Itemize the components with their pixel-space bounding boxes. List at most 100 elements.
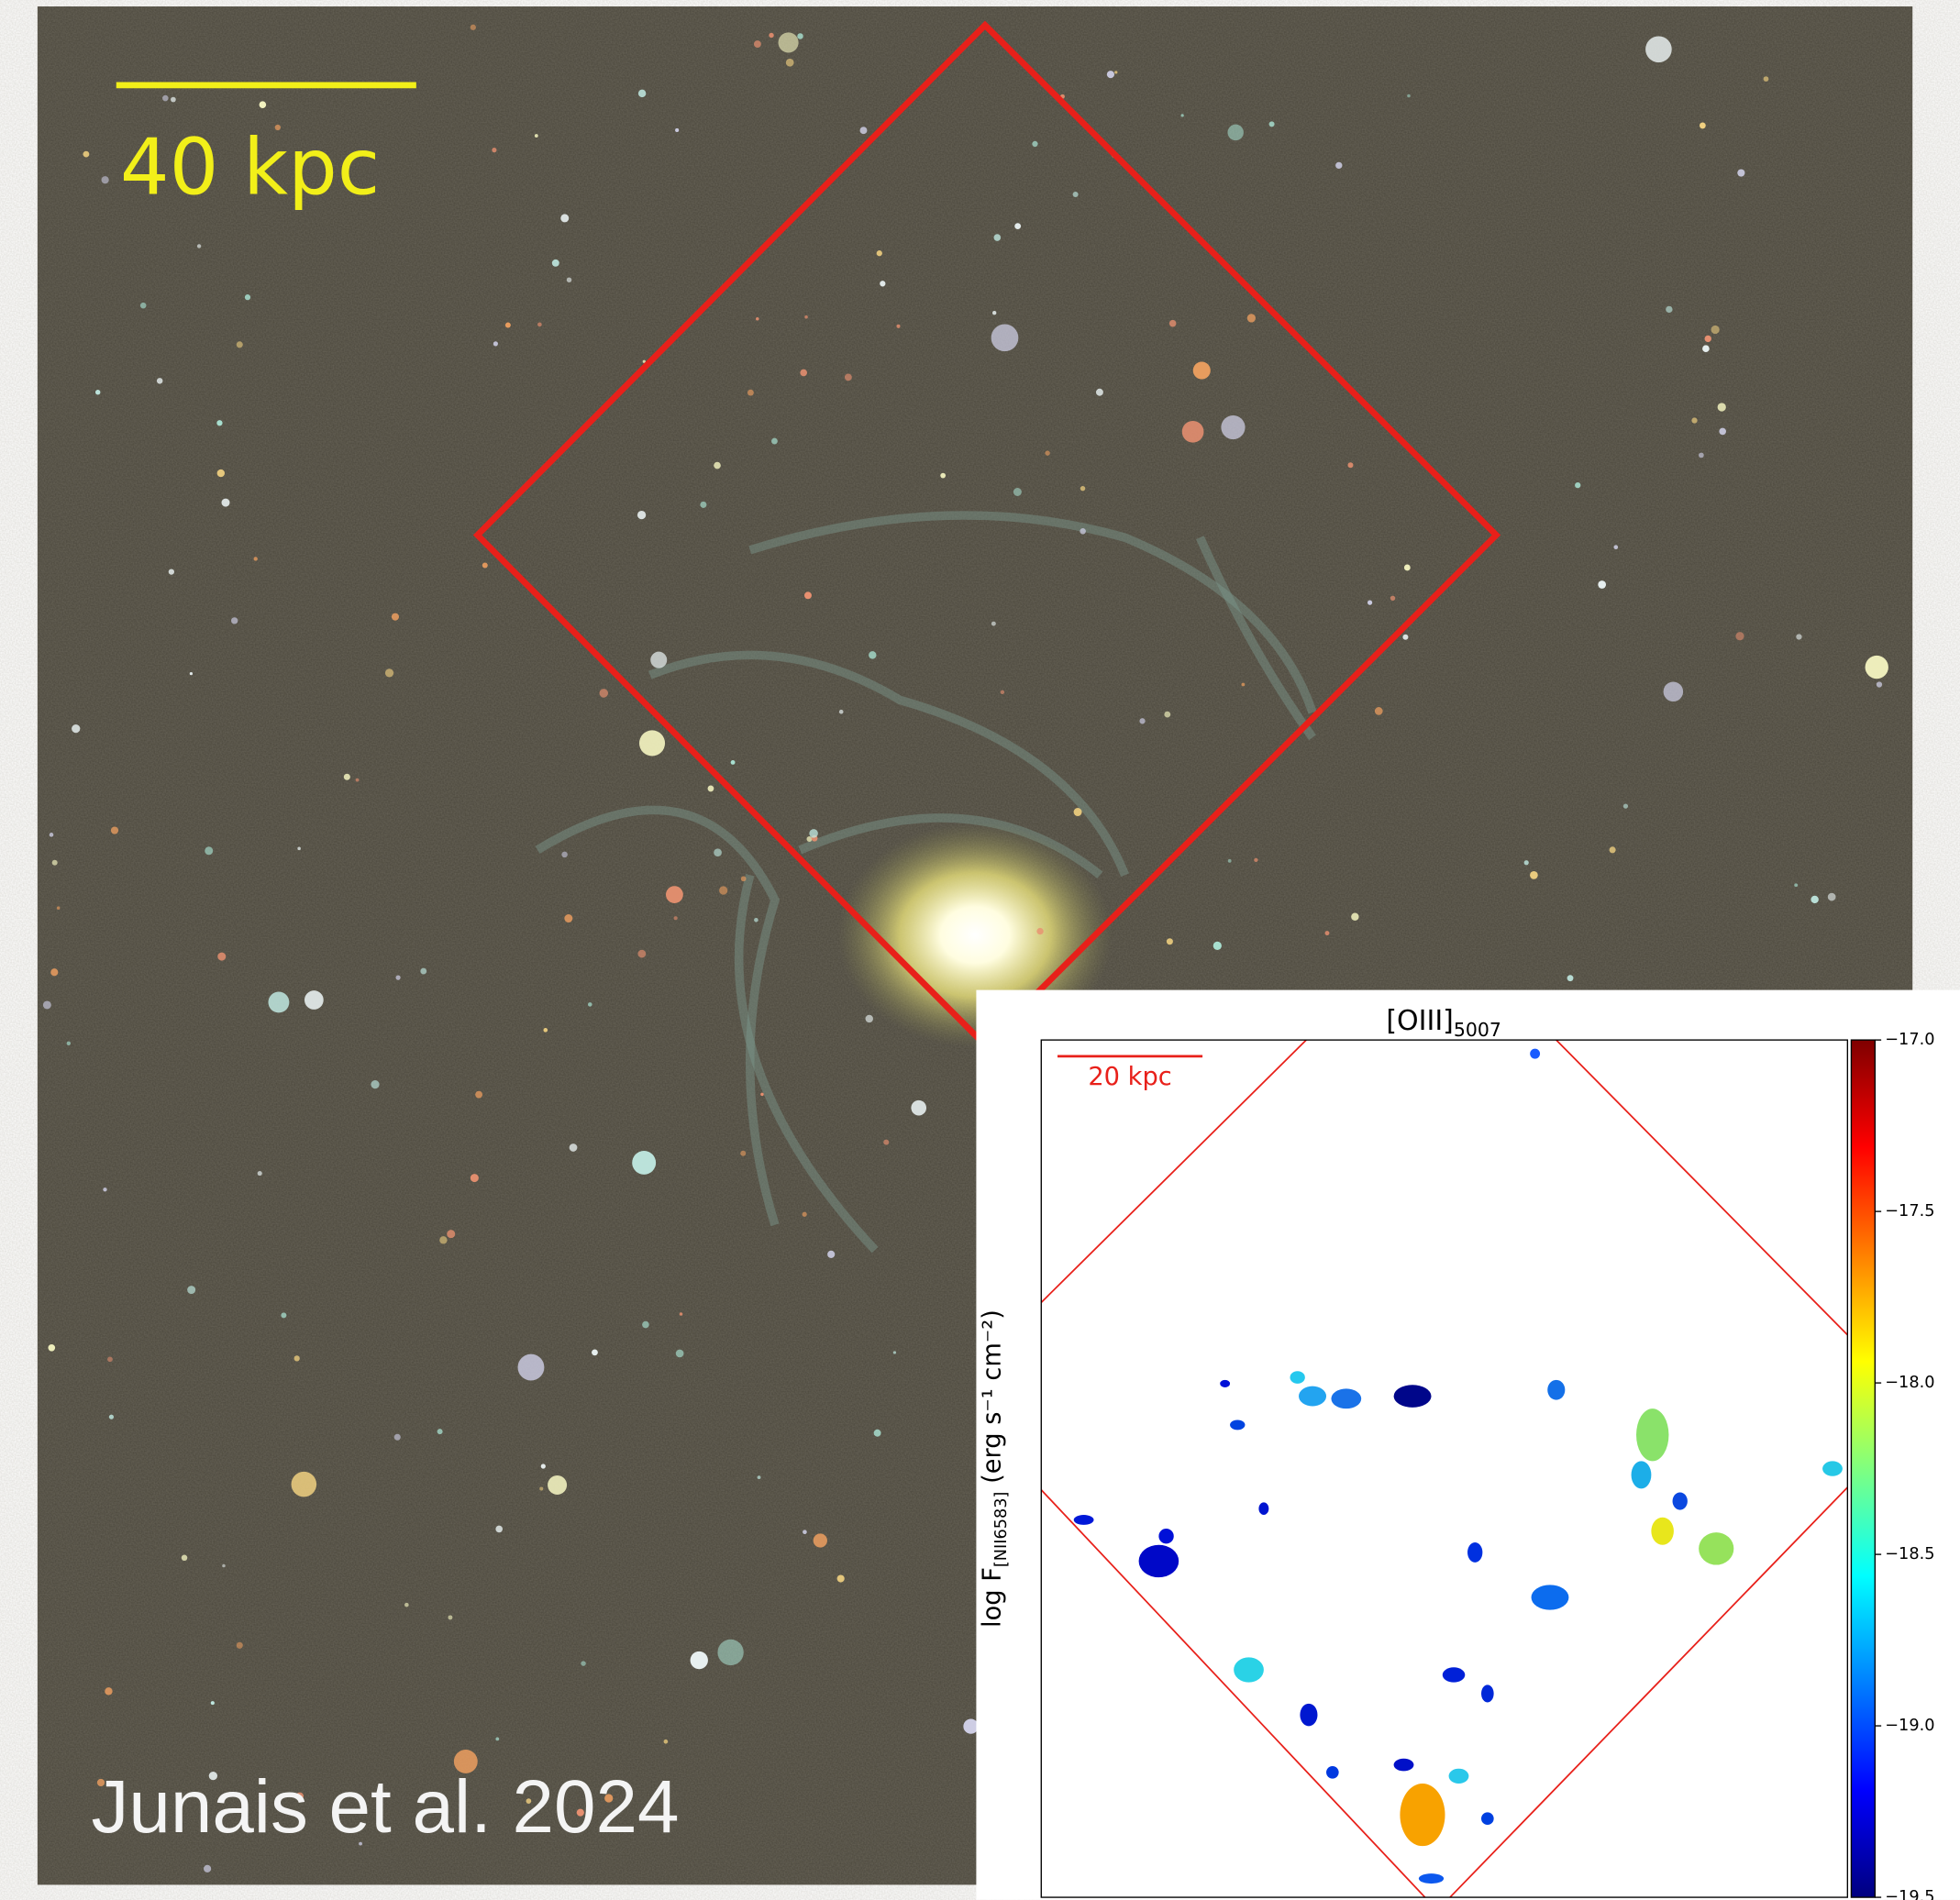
star — [650, 652, 667, 668]
star — [190, 672, 193, 675]
star — [731, 760, 736, 765]
star — [877, 250, 882, 256]
label-sub: [NII6583] — [992, 1492, 1011, 1568]
star — [1347, 462, 1353, 468]
region — [1673, 1492, 1688, 1509]
star — [991, 622, 996, 626]
star — [371, 1080, 379, 1088]
star — [205, 846, 213, 855]
star — [1828, 893, 1836, 901]
star — [217, 469, 225, 477]
star — [385, 668, 393, 677]
star — [567, 277, 571, 282]
star — [404, 1603, 409, 1607]
star — [111, 826, 118, 834]
star — [103, 1188, 106, 1191]
star — [448, 1615, 452, 1619]
star — [1598, 580, 1606, 589]
star — [197, 244, 201, 248]
star — [1530, 871, 1538, 879]
star — [747, 390, 754, 396]
star — [420, 968, 426, 975]
star — [1705, 336, 1711, 342]
star — [839, 710, 844, 714]
colorbar-tick-label: −18.5 — [1885, 1545, 1934, 1563]
star — [1139, 718, 1145, 724]
star — [1764, 76, 1769, 82]
star — [548, 1475, 567, 1495]
star — [109, 1415, 114, 1419]
figure: 40 kpc Junais et al. 2024 [OIII]5007 — [0, 0, 1960, 1900]
star — [1096, 389, 1103, 396]
star — [1567, 975, 1574, 981]
star — [1610, 846, 1616, 853]
star — [1390, 596, 1395, 601]
star — [187, 1286, 195, 1294]
star — [105, 1687, 112, 1695]
star — [581, 1661, 585, 1665]
star — [1402, 635, 1408, 640]
star — [837, 1574, 845, 1582]
inset-panel: [OIII]5007 — [976, 990, 1960, 1900]
star — [592, 1349, 598, 1355]
star — [860, 127, 868, 134]
star — [714, 848, 722, 856]
star — [869, 651, 876, 658]
colorbar-label: log F[NII6583] (erg s⁻¹ cm⁻²) — [978, 1309, 1011, 1628]
region — [1258, 1502, 1268, 1515]
star — [245, 294, 250, 300]
star — [1325, 931, 1330, 935]
region — [1481, 1685, 1494, 1702]
star — [495, 1526, 503, 1533]
star — [1045, 450, 1049, 455]
star — [1001, 690, 1004, 694]
star — [786, 59, 794, 67]
star — [439, 1236, 447, 1243]
colorbar-tick-label: −19.0 — [1885, 1717, 1934, 1735]
region — [1220, 1380, 1230, 1387]
star — [1524, 860, 1529, 865]
label-unit: (erg s⁻¹ cm⁻²) — [978, 1309, 1006, 1491]
star — [911, 1100, 926, 1116]
star — [797, 33, 803, 39]
region — [1532, 1585, 1569, 1609]
star — [231, 617, 238, 624]
region — [1139, 1545, 1179, 1577]
star — [216, 420, 222, 425]
region — [1394, 1385, 1432, 1408]
star — [157, 378, 163, 384]
star — [570, 1143, 578, 1152]
region — [1632, 1461, 1652, 1488]
star — [769, 33, 773, 38]
star — [1866, 656, 1888, 679]
star — [1811, 896, 1818, 903]
star — [395, 976, 400, 980]
star — [1036, 928, 1043, 934]
star — [50, 968, 58, 976]
region — [1394, 1759, 1414, 1772]
star — [495, 1737, 499, 1740]
star — [1014, 223, 1021, 229]
title-sub: 5007 — [1454, 1019, 1501, 1041]
star — [1013, 488, 1022, 496]
star — [1796, 634, 1801, 639]
scale-bar-label: 40 kpc — [120, 122, 380, 212]
star — [600, 689, 609, 698]
star — [564, 914, 572, 922]
star — [356, 779, 360, 782]
star — [804, 315, 808, 319]
star — [896, 325, 900, 328]
star — [1254, 858, 1257, 862]
region — [1300, 1704, 1317, 1727]
star — [182, 1554, 188, 1561]
star — [1164, 712, 1170, 718]
star — [475, 1091, 482, 1099]
star — [756, 317, 759, 321]
star — [754, 918, 759, 922]
star — [1691, 417, 1697, 423]
star — [162, 95, 169, 102]
star — [1073, 192, 1079, 197]
region — [1443, 1667, 1466, 1682]
star — [394, 1434, 401, 1441]
star — [447, 1230, 455, 1238]
